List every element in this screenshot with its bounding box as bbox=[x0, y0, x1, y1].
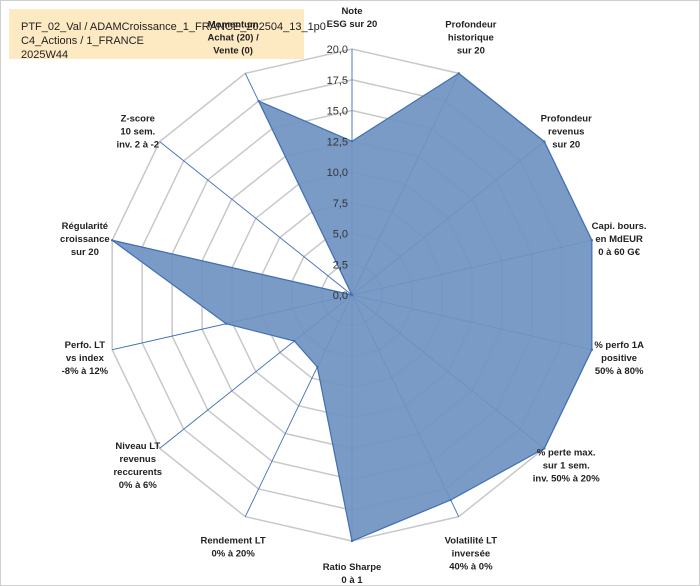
axis-label-line: Volatilité LT bbox=[445, 535, 498, 546]
data-point-4 bbox=[590, 348, 594, 351]
axis-label-line: Vente (0) bbox=[213, 46, 253, 57]
axis-label-1: Profondeur historique sur 20 bbox=[445, 20, 496, 57]
axis-label-line: revenus bbox=[120, 454, 156, 465]
axis-label-10: Perfo. LT vs index -8% à 12% bbox=[62, 340, 109, 377]
axis-label-line: positive bbox=[601, 353, 637, 364]
axis-label-line: Capi. bours. bbox=[592, 221, 647, 232]
tick-label-2: 5,0 bbox=[333, 229, 348, 241]
axis-label-line: Ratio Sharpe bbox=[323, 562, 382, 573]
axis-spoke-12 bbox=[159, 141, 353, 296]
tick-label-7: 17,5 bbox=[327, 75, 348, 87]
axis-label-0: Note ESG sur 20 bbox=[327, 6, 378, 30]
axis-label-11: Régularité croissance sur 20 bbox=[60, 221, 110, 258]
axis-label-line: 40% à 0% bbox=[449, 561, 493, 572]
axis-label-line: -8% à 12% bbox=[62, 366, 109, 377]
title-line-2: C4_Actions / 1_FRANCE bbox=[21, 35, 144, 47]
axis-label-line: Momentum bbox=[208, 20, 259, 31]
axis-label-line: inv. 2 à -2 bbox=[116, 139, 159, 150]
axis-label-line: Achat (20) / bbox=[208, 33, 260, 44]
axis-label-line: 0 à 60 G€ bbox=[598, 247, 640, 258]
data-point-12 bbox=[350, 293, 354, 297]
axis-label-line: Niveau LT bbox=[115, 441, 160, 452]
data-point-6 bbox=[449, 498, 452, 502]
tick-label-5: 12,5 bbox=[327, 136, 348, 148]
data-point-7 bbox=[350, 539, 354, 543]
title-line-1: PTF_02_Val / ADAMCroissance_1_FRANCE_202… bbox=[21, 21, 326, 33]
axis-label-line: Profondeur bbox=[541, 113, 592, 124]
axis-label-line: Z-score bbox=[121, 113, 155, 124]
axis-label-12: Z-score 10 sem. inv. 2 à -2 bbox=[116, 113, 159, 150]
axis-label-5: % perte max. sur 1 sem. inv. 50% à 20% bbox=[533, 448, 600, 485]
data-point-2 bbox=[543, 140, 546, 143]
axis-label-line: 0 à 1 bbox=[341, 575, 363, 586]
data-point-0 bbox=[350, 140, 354, 143]
data-point-13 bbox=[257, 99, 260, 103]
axis-label-line: 0% à 20% bbox=[211, 548, 255, 559]
data-point-11 bbox=[110, 239, 114, 242]
axis-label-2: Profondeur revenus sur 20 bbox=[541, 113, 592, 150]
data-point-3 bbox=[590, 239, 594, 242]
tick-label-6: 15,0 bbox=[327, 106, 348, 118]
title-line-3: 2025W44 bbox=[21, 49, 69, 61]
axis-label-line: historique bbox=[448, 33, 494, 44]
tick-label-3: 7,5 bbox=[333, 198, 348, 210]
axis-label-line: reccurents bbox=[113, 467, 162, 478]
axis-label-4: % perfo 1A positive 50% à 80% bbox=[594, 340, 644, 377]
axis-label-8: Rendement LT 0% à 20% bbox=[200, 535, 265, 559]
axis-label-line: sur 20 bbox=[457, 46, 485, 57]
axis-label-line: inv. 50% à 20% bbox=[533, 474, 600, 485]
axis-label-line: sur 1 sem. bbox=[543, 461, 590, 472]
axis-label-line: Rendement LT bbox=[200, 535, 265, 546]
axis-label-line: % perte max. bbox=[537, 448, 596, 459]
axis-label-line: sur 20 bbox=[71, 247, 99, 258]
axis-label-line: 0% à 6% bbox=[119, 480, 158, 491]
axis-label-7: Ratio Sharpe 0 à 1 bbox=[323, 562, 382, 586]
series-area bbox=[111, 72, 593, 542]
axis-label-13: Momentum Achat (20) / Vente (0) bbox=[208, 20, 260, 57]
axis-label-line: inversée bbox=[452, 548, 491, 559]
axis-label-line: vs index bbox=[66, 353, 105, 364]
data-point-5 bbox=[543, 447, 546, 450]
axis-label-3: Capi. bours. en MdEUR 0 à 60 G€ bbox=[592, 221, 647, 258]
axis-label-line: ESG sur 20 bbox=[327, 19, 378, 30]
tick-label-4: 10,0 bbox=[327, 167, 348, 179]
axis-label-line: Régularité bbox=[62, 221, 108, 232]
data-point-8 bbox=[316, 365, 319, 369]
axis-label-line: % perfo 1A bbox=[594, 340, 644, 351]
axis-label-line: Profondeur bbox=[445, 20, 496, 31]
axis-label-line: en MdEUR bbox=[595, 234, 643, 245]
tick-label-0: 0,0 bbox=[333, 290, 348, 302]
tick-label-1: 2,5 bbox=[333, 259, 348, 271]
data-point-1 bbox=[457, 72, 460, 75]
axis-label-line: 50% à 80% bbox=[595, 366, 644, 377]
axis-label-9: Niveau LT revenus reccurents 0% à 6% bbox=[113, 441, 162, 491]
data-point-9 bbox=[293, 339, 296, 343]
axis-label-line: 10 sem. bbox=[120, 126, 155, 137]
chart-title-box: PTF_02_Val / ADAMCroissance_1_FRANCE_202… bbox=[9, 9, 326, 61]
axis-label-line: Note bbox=[341, 6, 362, 17]
data-point-10 bbox=[224, 322, 228, 325]
axis-label-6: Volatilité LT inversée 40% à 0% bbox=[445, 535, 498, 572]
axis-label-line: revenus bbox=[548, 126, 584, 137]
tick-label-8: 20,0 bbox=[327, 44, 348, 56]
axis-label-line: Perfo. LT bbox=[65, 340, 106, 351]
axis-label-line: croissance bbox=[60, 234, 110, 245]
axis-label-line: sur 20 bbox=[552, 139, 580, 150]
